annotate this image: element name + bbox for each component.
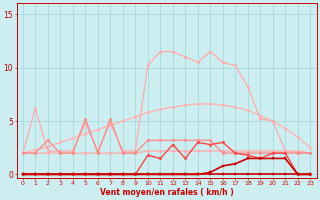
X-axis label: Vent moyen/en rafales ( km/h ): Vent moyen/en rafales ( km/h ) — [100, 188, 233, 197]
